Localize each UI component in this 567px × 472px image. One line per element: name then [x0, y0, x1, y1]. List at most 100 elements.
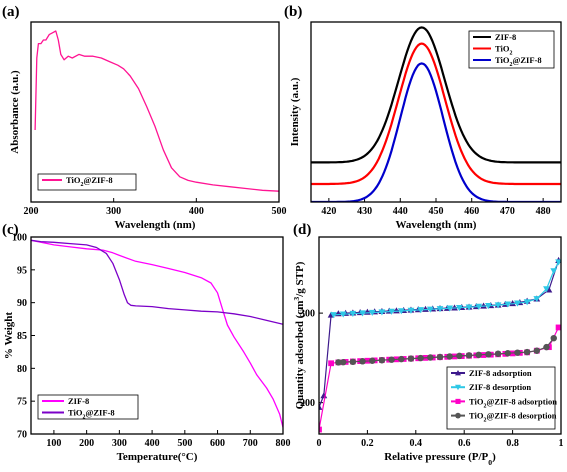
x-tick-label: 430 [357, 206, 372, 217]
data-point [426, 306, 434, 313]
x-tick-label: 600 [210, 438, 225, 449]
legend-label: TiO2@ZIF-8 desorption [469, 411, 557, 424]
data-point [330, 312, 337, 319]
data-point [319, 426, 322, 433]
plot-frame [30, 236, 284, 435]
data-point [398, 355, 405, 363]
x-tick-label: 400 [189, 206, 204, 217]
data-point [543, 286, 550, 293]
legend-label: TiO2 [495, 44, 513, 57]
data-point [550, 334, 557, 342]
legend-marker [455, 412, 461, 419]
data-point [388, 308, 395, 315]
data-point [455, 305, 463, 312]
data-point [328, 360, 334, 367]
data-point [368, 309, 376, 316]
y-tick-label: 75 [17, 397, 27, 408]
x-tick-label: 700 [243, 438, 258, 449]
data-point [555, 324, 561, 331]
x-tick-label: 800 [276, 438, 291, 449]
series-line-1 [311, 42, 561, 186]
data-point [494, 350, 502, 357]
panel-label: (a) [2, 4, 20, 20]
x-axis-label: Wavelength (nm) [115, 219, 196, 231]
legend-label: ZIF-8 desorption [469, 382, 531, 392]
x-tick-label: 0 [317, 438, 322, 449]
x-tick-label: 0.4 [410, 438, 423, 449]
x-tick-label: 300 [112, 438, 127, 449]
x-tick-label: 480 [536, 206, 551, 217]
data-point [550, 268, 558, 275]
data-point [523, 299, 531, 306]
legend-label: TiO2@ZIF-8 [66, 175, 113, 188]
legend-box [37, 173, 137, 191]
x-tick-label: 470 [500, 206, 515, 217]
series-line-1 [31, 239, 283, 325]
x-tick-label: 200 [24, 206, 39, 217]
panel-label: (b) [284, 4, 302, 20]
panel-d: 0 0.2 0.4 0.6 0.8 1 200 300 Relative pressure (P… [292, 222, 564, 467]
legend-label: TiO2@ZIF-8 adsorption [469, 396, 557, 409]
data-point [504, 350, 511, 357]
panel-b: 420 430 440 450 460 470 480 Wavelength (nm) Inte… [284, 4, 562, 231]
x-tick-label: 500 [272, 206, 287, 217]
x-tick-label: 440 [393, 206, 408, 217]
panel-label: (c) [2, 222, 19, 238]
x-tick-label: 1 [559, 438, 564, 449]
data-point [339, 311, 347, 318]
series-group [31, 239, 283, 428]
y-tick-label: 300 [300, 309, 315, 320]
x-axis-label: Temperature(°C) [117, 451, 198, 463]
x-tick-label: 200 [79, 438, 94, 449]
x-tick-label: 420 [321, 206, 336, 217]
plot-frame [30, 21, 280, 203]
data-point [494, 302, 502, 309]
x-tick-label: 300 [106, 206, 121, 217]
legend-label: TiO2@ZIF-8 [68, 408, 115, 421]
y-tick-label: 90 [17, 298, 27, 309]
panel-a: 200 300 400 500 Wavelength (nm) Absorbance (a… [2, 4, 287, 231]
legend-box [446, 366, 556, 430]
data-point [533, 296, 541, 303]
data-point [397, 308, 405, 315]
series-line-2 [311, 62, 561, 202]
x-tick-label: 0.8 [506, 438, 519, 449]
y-tick-label: 200 [300, 398, 315, 409]
x-tick-label: 0.2 [361, 438, 374, 449]
data-point [388, 356, 395, 363]
data-point [514, 349, 521, 356]
data-point [422, 305, 429, 312]
series-group [311, 26, 561, 202]
y-tick-label: 80 [17, 364, 27, 375]
data-point [417, 307, 425, 314]
x-axis-label: Wavelength (nm) [396, 219, 477, 231]
data-point [514, 300, 521, 307]
data-point [475, 303, 483, 310]
data-point [456, 352, 463, 360]
data-point [349, 310, 357, 318]
legend: TiO2@ZIF-8 [37, 173, 137, 191]
data-point [446, 305, 454, 312]
x-tick-label: 400 [145, 438, 160, 449]
data-point [359, 358, 366, 365]
series-line-0 [311, 26, 561, 164]
data-point [475, 351, 482, 359]
legend: ZIF-8 adsorption ZIF-8 desorption TiO2@ZIF… [446, 366, 557, 430]
data-point [485, 303, 492, 310]
data-point [427, 354, 434, 361]
data-point [509, 300, 516, 307]
data-point [533, 347, 541, 354]
data-point [359, 310, 366, 317]
legend-box [37, 394, 139, 420]
data-point [417, 354, 424, 362]
x-tick-label: 100 [46, 438, 61, 449]
data-point [504, 301, 512, 308]
y-tick-label: 70 [17, 430, 27, 441]
y-axis-label: Intensity (a.u.) [289, 77, 301, 146]
x-tick-label: 450 [429, 206, 444, 217]
data-point [465, 352, 473, 359]
panel-label: (d) [293, 222, 311, 238]
data-point [446, 353, 453, 360]
panel-c: 100 200 300 400 500 600 700 800 70 75 80 85 90 95 100 T… [2, 222, 291, 463]
